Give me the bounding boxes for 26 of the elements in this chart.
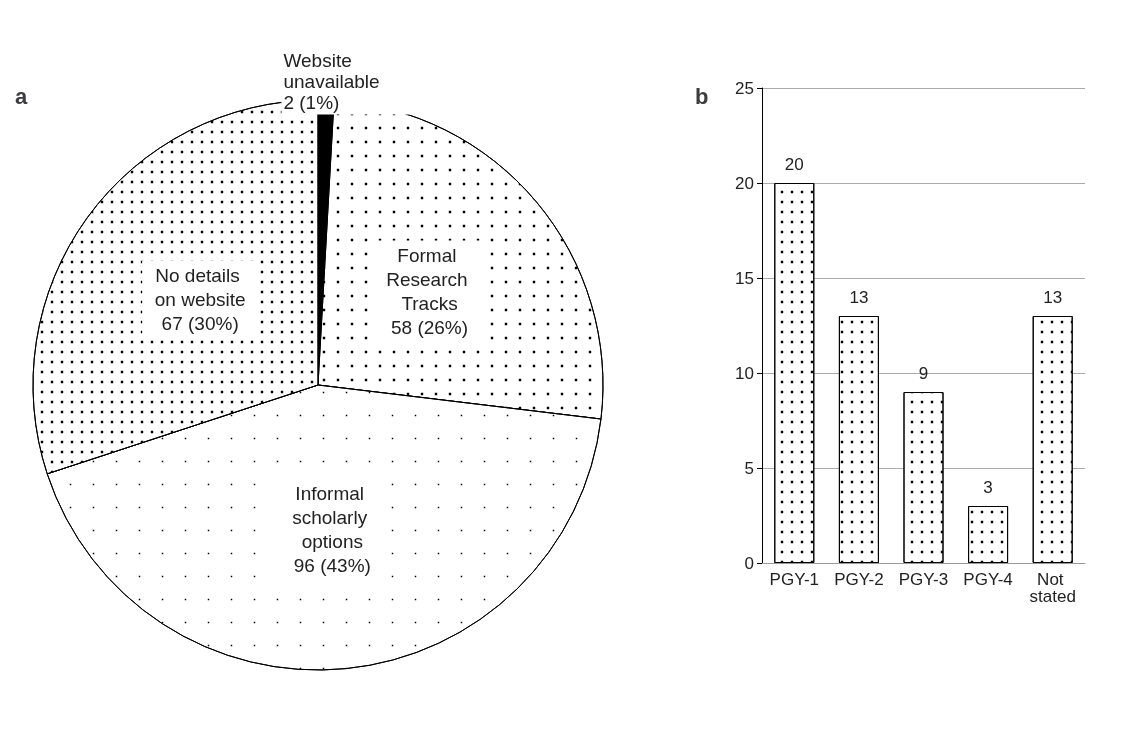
data-label: 20 — [784, 155, 804, 174]
data-label: 96 (43%) — [293, 555, 371, 577]
slice-label: Formal Research Tracks — [386, 245, 473, 315]
slice-label: Informal scholarly options — [292, 483, 373, 553]
data-label: 2 (1%) — [283, 91, 340, 113]
slice-label: Website unavailable — [283, 49, 380, 92]
slice-label: No details on website — [154, 265, 246, 311]
data-label: 13 — [849, 288, 869, 307]
y-tick-label: 0 — [744, 553, 754, 573]
x-tick-label: Not stated — [1029, 570, 1076, 606]
data-label: 58 (26%) — [390, 317, 469, 339]
y-tick-label: 25 — [735, 78, 754, 98]
x-tick-label: PGY-1 — [769, 570, 820, 589]
y-tick-label: 10 — [735, 363, 754, 383]
data-label: 3 — [983, 478, 993, 497]
y-tick-label: 20 — [735, 173, 754, 193]
data-label: 9 — [918, 364, 929, 383]
y-tick-label: 5 — [744, 458, 754, 478]
x-tick-label: PGY-4 — [963, 570, 1013, 589]
text: a — [15, 83, 28, 109]
data-label: 67 (30%) — [161, 313, 239, 335]
y-tick-label: 15 — [735, 268, 754, 288]
chart-title: b — [695, 83, 709, 109]
x-tick-label: PGY-3 — [898, 570, 949, 589]
data-label: 13 — [1043, 288, 1063, 307]
x-tick-label: PGY-2 — [834, 570, 884, 589]
